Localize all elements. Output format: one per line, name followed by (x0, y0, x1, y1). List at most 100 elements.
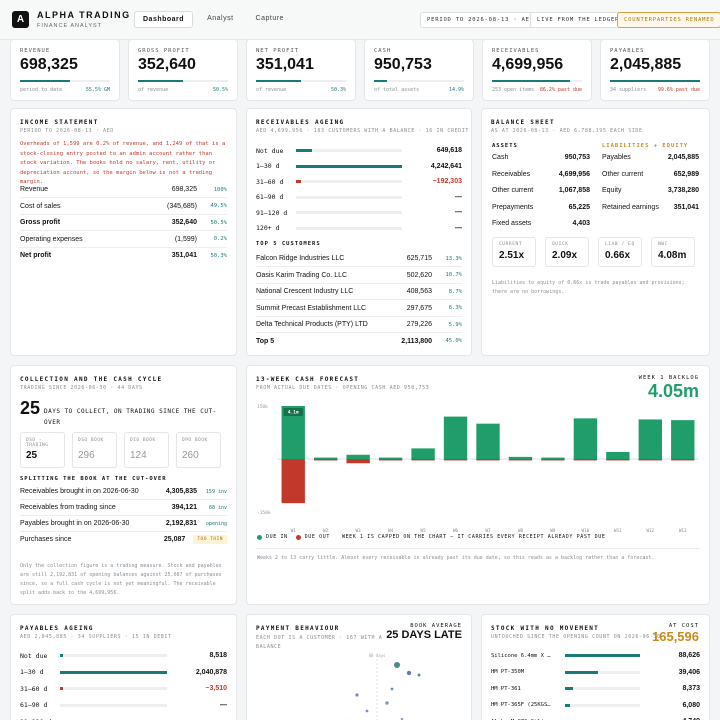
cycle-note: Only the collection figure is a trading … (20, 563, 222, 596)
bucket-value: −3,510 (205, 685, 227, 692)
bucket-bar (60, 670, 167, 674)
bar-due-out[interactable] (476, 459, 500, 461)
card-title: PAYABLES AGEING (20, 625, 94, 632)
customer-dot[interactable] (400, 717, 404, 720)
bucket-label: 120+ d (256, 224, 280, 232)
customer-row[interactable]: Summit Precast Establishment LLC 297,675 6… (256, 302, 462, 315)
stock-value: 6,080 (682, 701, 700, 709)
bar-due-out[interactable] (411, 459, 435, 461)
bar-due-in[interactable] (541, 457, 565, 459)
liability-row: Equity 3,738,280 (602, 184, 699, 197)
chart-legend: DUE IN DUE OUT WEEK 1 IS CAPPED ON THE C… (257, 534, 606, 540)
cycle-stat-box: DPO BOOK 260 (176, 432, 221, 468)
ageing-row: 61–90 d — (20, 698, 227, 713)
cycle-stat-box: DSO · TRADING 25 (20, 432, 65, 468)
liability-value: 652,989 (673, 170, 699, 178)
kpi-card[interactable]: RECEIVABLES 4,699,956 253 open items 86.2% … (482, 39, 592, 101)
bar-due-out[interactable] (573, 459, 598, 461)
kpi-label: RECEIVABLES (492, 48, 540, 54)
ratio-value: 0.66x (605, 250, 631, 261)
asset-row: Prepayments 65,225 (492, 201, 590, 214)
customer-row[interactable]: Falcon Ridge Industries LLC 625,715 13.3% (256, 252, 462, 265)
kpi-card[interactable]: NET PROFIT 351,041 of revenue 50.3% (246, 39, 356, 101)
ageing-row: 31–60 d −192,303 (256, 174, 462, 189)
bar-due-in[interactable] (606, 451, 630, 459)
row-label: Gross profit (20, 219, 61, 226)
customer-share: 10.7% (445, 272, 462, 278)
bar-due-out[interactable] (638, 459, 662, 461)
x-tick-label: W1 (291, 528, 297, 533)
bar-due-out[interactable] (508, 459, 533, 461)
bar-due-out[interactable] (606, 459, 630, 461)
user-role: FINANCE ANALYST (37, 23, 103, 29)
customer-row[interactable]: Delta Technical Products (PTY) LTD 279,22… (256, 318, 462, 331)
split-row: Purchases since 25,087 TOO THIN (20, 533, 227, 546)
customer-dot[interactable] (365, 709, 369, 713)
customer-dot[interactable] (394, 662, 400, 668)
kpi-card[interactable]: PAYABLES 2,045,885 34 suppliers 99.6% past … (600, 39, 710, 101)
row-value: (1,599) (174, 235, 197, 243)
bucket-value: 4,242,641 (430, 162, 462, 170)
customer-dot[interactable] (385, 701, 389, 705)
bar-due-in[interactable] (346, 454, 370, 459)
bar-due-out[interactable] (443, 459, 468, 461)
logo: A (12, 11, 29, 28)
bar-due-out[interactable] (541, 459, 565, 461)
period-pill: PERIOD TO 2026-08-13 · AED (420, 12, 541, 28)
divider (20, 499, 227, 500)
kpi-card[interactable]: REVENUE 698,325 period to date 55.5% GM (10, 39, 120, 101)
bucket-label: 31–60 d (20, 684, 48, 693)
at-cost-value: 165,596 (652, 629, 699, 644)
bar-due-in[interactable] (508, 456, 533, 459)
kpi-percent: 55.5% GM (85, 87, 110, 93)
stat-label: DPO BOOK (182, 438, 208, 443)
bar-due-out[interactable] (346, 459, 370, 464)
ratio-label: QUICK (552, 242, 569, 247)
bar-due-in[interactable] (411, 448, 435, 459)
customer-row[interactable]: National Crescent Industry LLC 408,563 8.7… (256, 285, 462, 298)
stat-value: 124 (130, 450, 147, 461)
bar-due-in[interactable] (638, 419, 662, 459)
renamed-warning-pill[interactable]: COUNTERPARTIES RENAMED (617, 12, 720, 28)
customer-dot[interactable] (390, 687, 394, 691)
tab-analyst[interactable]: Analyst (207, 15, 234, 22)
kpi-progress-fill (492, 80, 570, 82)
tab-dashboard[interactable]: Dashboard (134, 11, 194, 28)
bar-due-out[interactable] (314, 459, 338, 461)
row-percent: 100% (213, 186, 227, 193)
bar-due-in[interactable] (314, 457, 338, 459)
ratio-value: 2.51x (499, 250, 525, 261)
bar-due-in[interactable] (378, 457, 403, 459)
row-percent: 0.2% (213, 236, 227, 242)
customer-row[interactable]: Oasis Karim Trading Co. LLC 502,620 10.7% (256, 269, 462, 282)
card-title: BALANCE SHEET (491, 119, 555, 126)
stat-label: DSO BOOK (78, 438, 104, 443)
legend-out-swatch (295, 534, 301, 540)
bucket-bar-fill (60, 654, 64, 657)
asset-label: Prepayments (492, 203, 534, 211)
bar-due-in[interactable] (671, 420, 695, 459)
kpi-value: 4,699,956 (492, 56, 564, 73)
liability-value: 351,041 (673, 203, 699, 211)
kpi-progress-fill (374, 80, 388, 82)
bar-due-out[interactable] (378, 459, 403, 461)
kpi-card[interactable]: GROSS PROFIT 352,640 of revenue 50.5% (128, 39, 238, 101)
bar-due-in[interactable] (573, 418, 598, 459)
customer-dot[interactable] (355, 693, 359, 697)
customer-dot[interactable] (406, 670, 412, 676)
kpi-percent: 86.2% past due (539, 87, 582, 93)
balance-sheet-card: BALANCE SHEET AS AT 2026-08-13 · AED 6,7… (481, 108, 710, 356)
stat-value: 25 (26, 450, 38, 461)
customer-balance: 502,620 (406, 271, 432, 279)
bar-due-in[interactable] (281, 406, 305, 459)
bar-due-in[interactable] (476, 423, 500, 459)
bar-due-in[interactable] (443, 416, 468, 459)
tab-capture[interactable]: Capture (255, 15, 284, 22)
app-name: ALPHA TRADING (37, 10, 131, 20)
bar-due-out[interactable] (281, 459, 305, 504)
customer-dot[interactable] (417, 673, 421, 677)
legend-out-label: DUE OUT (304, 534, 330, 540)
kpi-card[interactable]: CASH 950,753 of total assets 14.9% (364, 39, 474, 101)
bar-due-out[interactable] (671, 459, 695, 461)
bucket-value: 649,618 (436, 147, 462, 154)
